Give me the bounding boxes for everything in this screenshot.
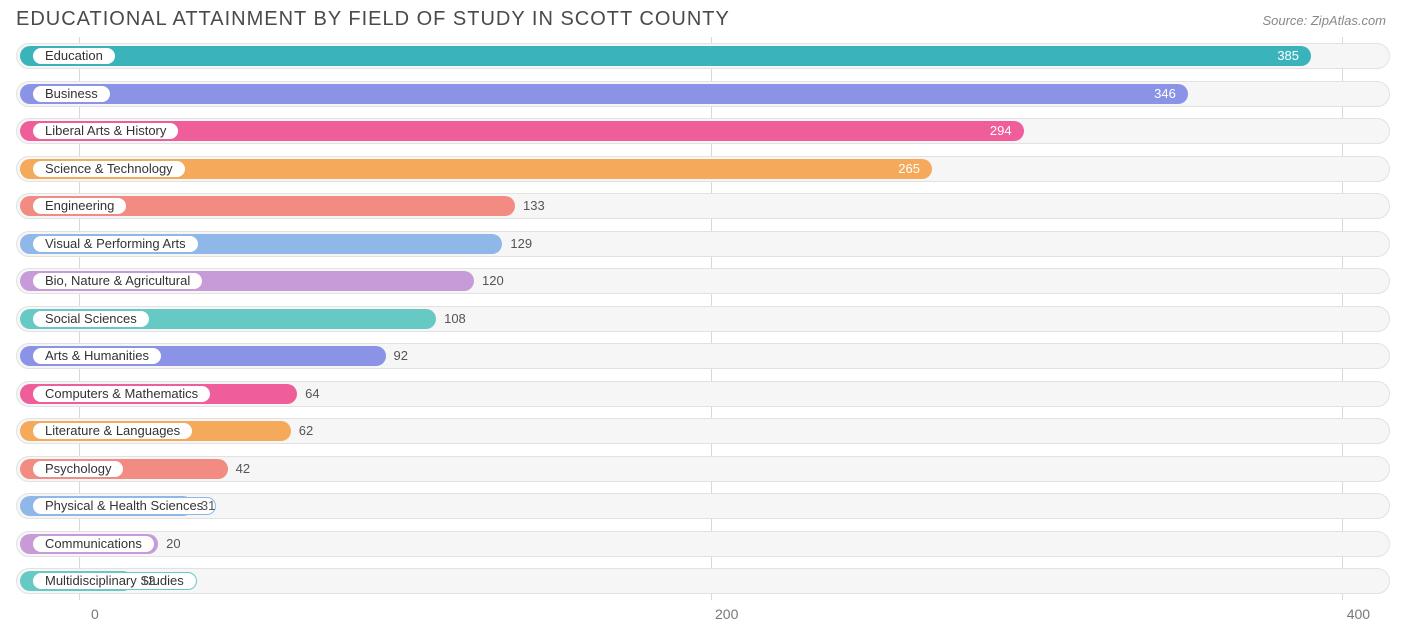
value-label: 133: [515, 196, 545, 216]
chart-row: Literature & Languages 62: [16, 416, 1390, 446]
chart-row: Social Sciences 108: [16, 304, 1390, 334]
chart-row: Psychology 42: [16, 454, 1390, 484]
chart-row: Physical & Health Sciences31: [16, 491, 1390, 521]
value-label: 62: [291, 421, 313, 441]
chart-row: Business346: [16, 79, 1390, 109]
chart-row: Liberal Arts & History294: [16, 116, 1390, 146]
value-label: 12: [133, 571, 155, 591]
chart-row: Bio, Nature & Agricultural 120: [16, 266, 1390, 296]
chart-row: Engineering 133: [16, 191, 1390, 221]
bar-track: [16, 493, 1390, 519]
chart-row: Education385: [16, 41, 1390, 71]
value-label: 108: [436, 309, 466, 329]
chart-area: Education385 Business346 Liberal Arts & Hi…: [0, 37, 1406, 628]
category-label: Engineering: [32, 197, 127, 215]
category-label: Arts & Humanities: [32, 347, 162, 365]
chart-row: Communications20: [16, 529, 1390, 559]
category-label: Physical & Health Sciences: [32, 497, 216, 515]
x-tick-label: 200: [715, 606, 738, 622]
chart-title: EDUCATIONAL ATTAINMENT BY FIELD OF STUDY…: [16, 8, 730, 31]
chart-row: Science & Technology265: [16, 154, 1390, 184]
value-label: 31: [193, 496, 215, 516]
chart-header: EDUCATIONAL ATTAINMENT BY FIELD OF STUDY…: [0, 0, 1406, 37]
chart-row: Arts & Humanities 92: [16, 341, 1390, 371]
bars-layer: Education385 Business346 Liberal Arts & Hi…: [16, 41, 1390, 596]
value-label: 265: [20, 159, 920, 179]
x-axis: 0 200 400: [16, 604, 1390, 628]
x-tick-label: 0: [91, 606, 99, 622]
chart-source: Source: ZipAtlas.com: [1262, 13, 1386, 28]
value-label: 42: [228, 459, 250, 479]
value-label: 346: [20, 84, 1176, 104]
category-label: Computers & Mathematics: [32, 385, 211, 403]
bar-track: [16, 568, 1390, 594]
category-label: Social Sciences: [32, 310, 150, 328]
x-tick-label: 400: [1347, 606, 1370, 622]
chart-row: Computers & Mathematics 64: [16, 379, 1390, 409]
bar-track: [16, 531, 1390, 557]
value-label: 129: [502, 234, 532, 254]
category-label: Psychology: [32, 460, 124, 478]
value-label: 294: [20, 121, 1012, 141]
chart-row: Visual & Performing Arts 129: [16, 229, 1390, 259]
category-label: Communications: [32, 535, 155, 553]
category-label: Bio, Nature & Agricultural: [32, 272, 203, 290]
category-label: Multidisciplinary Studies: [32, 572, 197, 590]
category-label: Visual & Performing Arts: [32, 235, 199, 253]
value-label: 20: [158, 534, 180, 554]
value-label: 64: [297, 384, 319, 404]
category-label: Literature & Languages: [32, 422, 193, 440]
value-label: 92: [386, 346, 408, 366]
value-label: 120: [474, 271, 504, 291]
value-label: 385: [20, 46, 1299, 66]
chart-row: Multidisciplinary Studies12: [16, 566, 1390, 596]
